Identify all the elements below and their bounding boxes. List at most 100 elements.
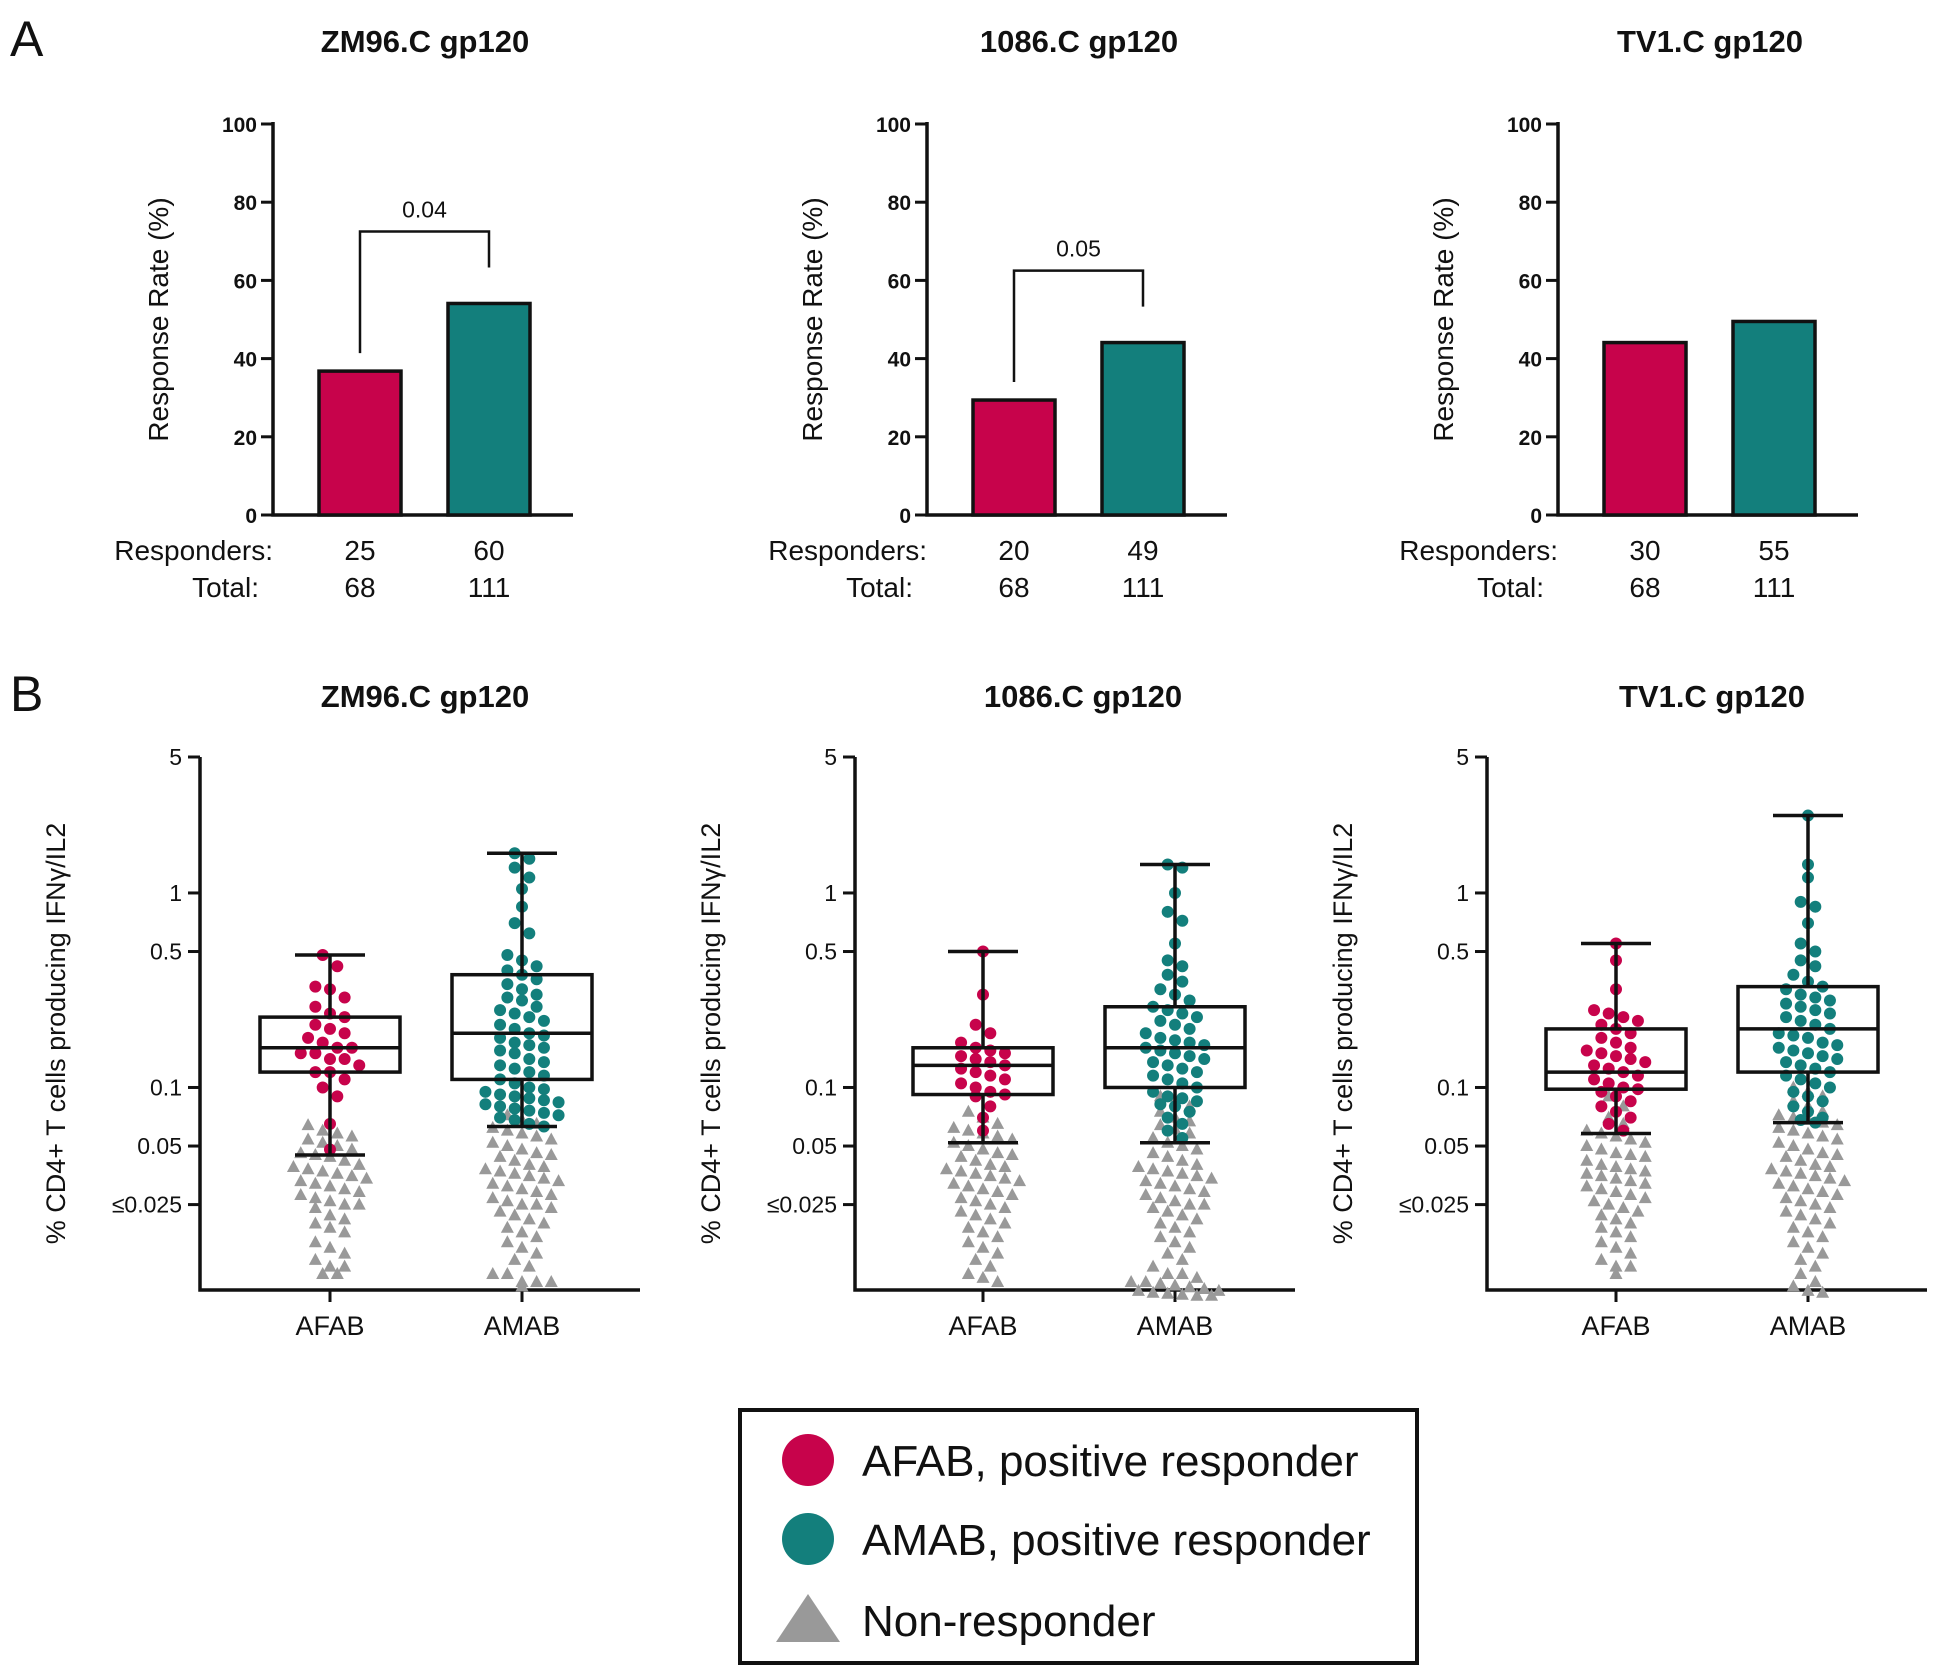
responder-point (1580, 1044, 1593, 1057)
nonresponder-point (1609, 1160, 1623, 1173)
nonresponder-point (947, 1120, 961, 1133)
nonresponder-point (983, 1169, 997, 1182)
responder-point (508, 861, 521, 874)
responder-point (523, 1092, 536, 1105)
responder-point (523, 1039, 536, 1052)
responder-point (523, 852, 536, 865)
bar-afab (1602, 340, 1688, 517)
box-iqr (911, 1046, 1055, 1097)
nonresponder-point (1801, 1283, 1815, 1296)
nonresponder-point (316, 1266, 330, 1279)
responder-point (969, 1018, 982, 1031)
responder-point (309, 1047, 322, 1060)
y-tick-label: 5 (169, 744, 182, 770)
responders-count: 20 (998, 535, 1029, 566)
responder-point (479, 1085, 492, 1098)
responder-point (1809, 1077, 1822, 1090)
responder-point (324, 1022, 336, 1035)
responder-point (1787, 968, 1800, 981)
responder-point (1190, 1095, 1203, 1108)
nonresponder-point (1205, 1171, 1219, 1184)
nonresponder-point (486, 1176, 500, 1189)
nonresponder-point (530, 1275, 544, 1287)
nonresponder-point (1823, 1160, 1837, 1173)
responder-point (1639, 1056, 1652, 1069)
responder-point (1198, 1053, 1211, 1066)
responder-point (1161, 1090, 1174, 1103)
y-tick-label: 80 (1519, 192, 1542, 215)
responder-point (955, 1077, 968, 1090)
nonresponder-point (1816, 1146, 1830, 1159)
nonresponder-point (998, 1201, 1012, 1214)
total-count: 111 (1122, 572, 1165, 603)
responder-point (1154, 1014, 1167, 1027)
responder-point (523, 927, 536, 940)
responder-point (1794, 1014, 1807, 1027)
responder-point (984, 1100, 997, 1113)
nonresponder-point (1580, 1166, 1594, 1179)
responder-point (338, 1053, 351, 1066)
x-tick-label: AFAB (295, 1311, 364, 1341)
nonresponder-point (1161, 1164, 1175, 1177)
nonresponder-point (1153, 1230, 1167, 1243)
nonresponder-point (544, 1188, 558, 1201)
responder-point (537, 1041, 550, 1054)
responder-point (1794, 1000, 1807, 1013)
nonresponder-point (1168, 1194, 1182, 1207)
responder-point (969, 1090, 982, 1103)
nonresponder-point (530, 1146, 544, 1159)
nonresponder-point (530, 1230, 544, 1243)
legend-afab-label: AFAB, positive responder (862, 1437, 1358, 1486)
nonresponder-point (500, 1266, 514, 1279)
nonresponder-point (1609, 1259, 1623, 1272)
nonresponder-point (544, 1147, 558, 1160)
responder-point (508, 1090, 521, 1103)
nonresponder-point (1631, 1204, 1645, 1217)
nonresponder-point (1786, 1123, 1800, 1136)
nonresponder-point (991, 1185, 1005, 1198)
nonresponder-point (1602, 1197, 1616, 1210)
box-iqr (258, 1015, 402, 1074)
responder-point (479, 1098, 492, 1111)
responder-point (1154, 1031, 1167, 1044)
nonresponder-point (1594, 1220, 1608, 1233)
y-axis-title: Response Rate (%) (143, 197, 174, 441)
nonresponder-point (301, 1132, 315, 1145)
responder-point (1802, 1047, 1814, 1060)
responder-point (494, 1018, 507, 1031)
responder-point (537, 1014, 550, 1027)
y-tick-label: 100 (222, 114, 257, 137)
nonresponder-point (1609, 1240, 1623, 1253)
panel-letter-b: B (10, 666, 43, 722)
nonresponder-point (1005, 1147, 1019, 1160)
responder-point (1190, 1066, 1203, 1079)
responder-point (1816, 1036, 1829, 1049)
nonresponder-point (330, 1266, 344, 1279)
nonresponder-point (1808, 1259, 1822, 1272)
nonresponder-point (486, 1191, 500, 1204)
nonresponder-point (1161, 1149, 1175, 1162)
nonresponder-point (1183, 1182, 1197, 1195)
nonresponder-point (1609, 1146, 1623, 1159)
nonresponder-point (1139, 1188, 1153, 1201)
nonresponder-point (976, 1240, 990, 1253)
nonresponder-point (544, 1275, 558, 1287)
nonresponder-point (338, 1212, 352, 1225)
nonresponder-point (1786, 1279, 1800, 1292)
nonresponder-point (1772, 1176, 1786, 1189)
y-tick-label: 80 (888, 192, 911, 215)
responder-point (969, 1081, 982, 1094)
responder-point (1794, 1059, 1807, 1072)
scatter-chart-b1: ZM96.C gp120 % CD4+ T cells producing IFN… (41, 679, 640, 1341)
responder-point (537, 1094, 550, 1107)
nonresponder-point (1779, 1164, 1793, 1177)
nonresponder-point (544, 1132, 558, 1145)
nonresponder-point (1594, 1157, 1608, 1170)
nonresponder-point (1794, 1194, 1808, 1207)
responder-point (501, 948, 514, 961)
nonresponder-point (323, 1240, 337, 1253)
nonresponder-point (1146, 1130, 1160, 1143)
nonresponder-point (338, 1153, 352, 1166)
y-tick-label: 0.1 (1437, 1074, 1469, 1100)
nonresponder-point (1190, 1270, 1204, 1283)
